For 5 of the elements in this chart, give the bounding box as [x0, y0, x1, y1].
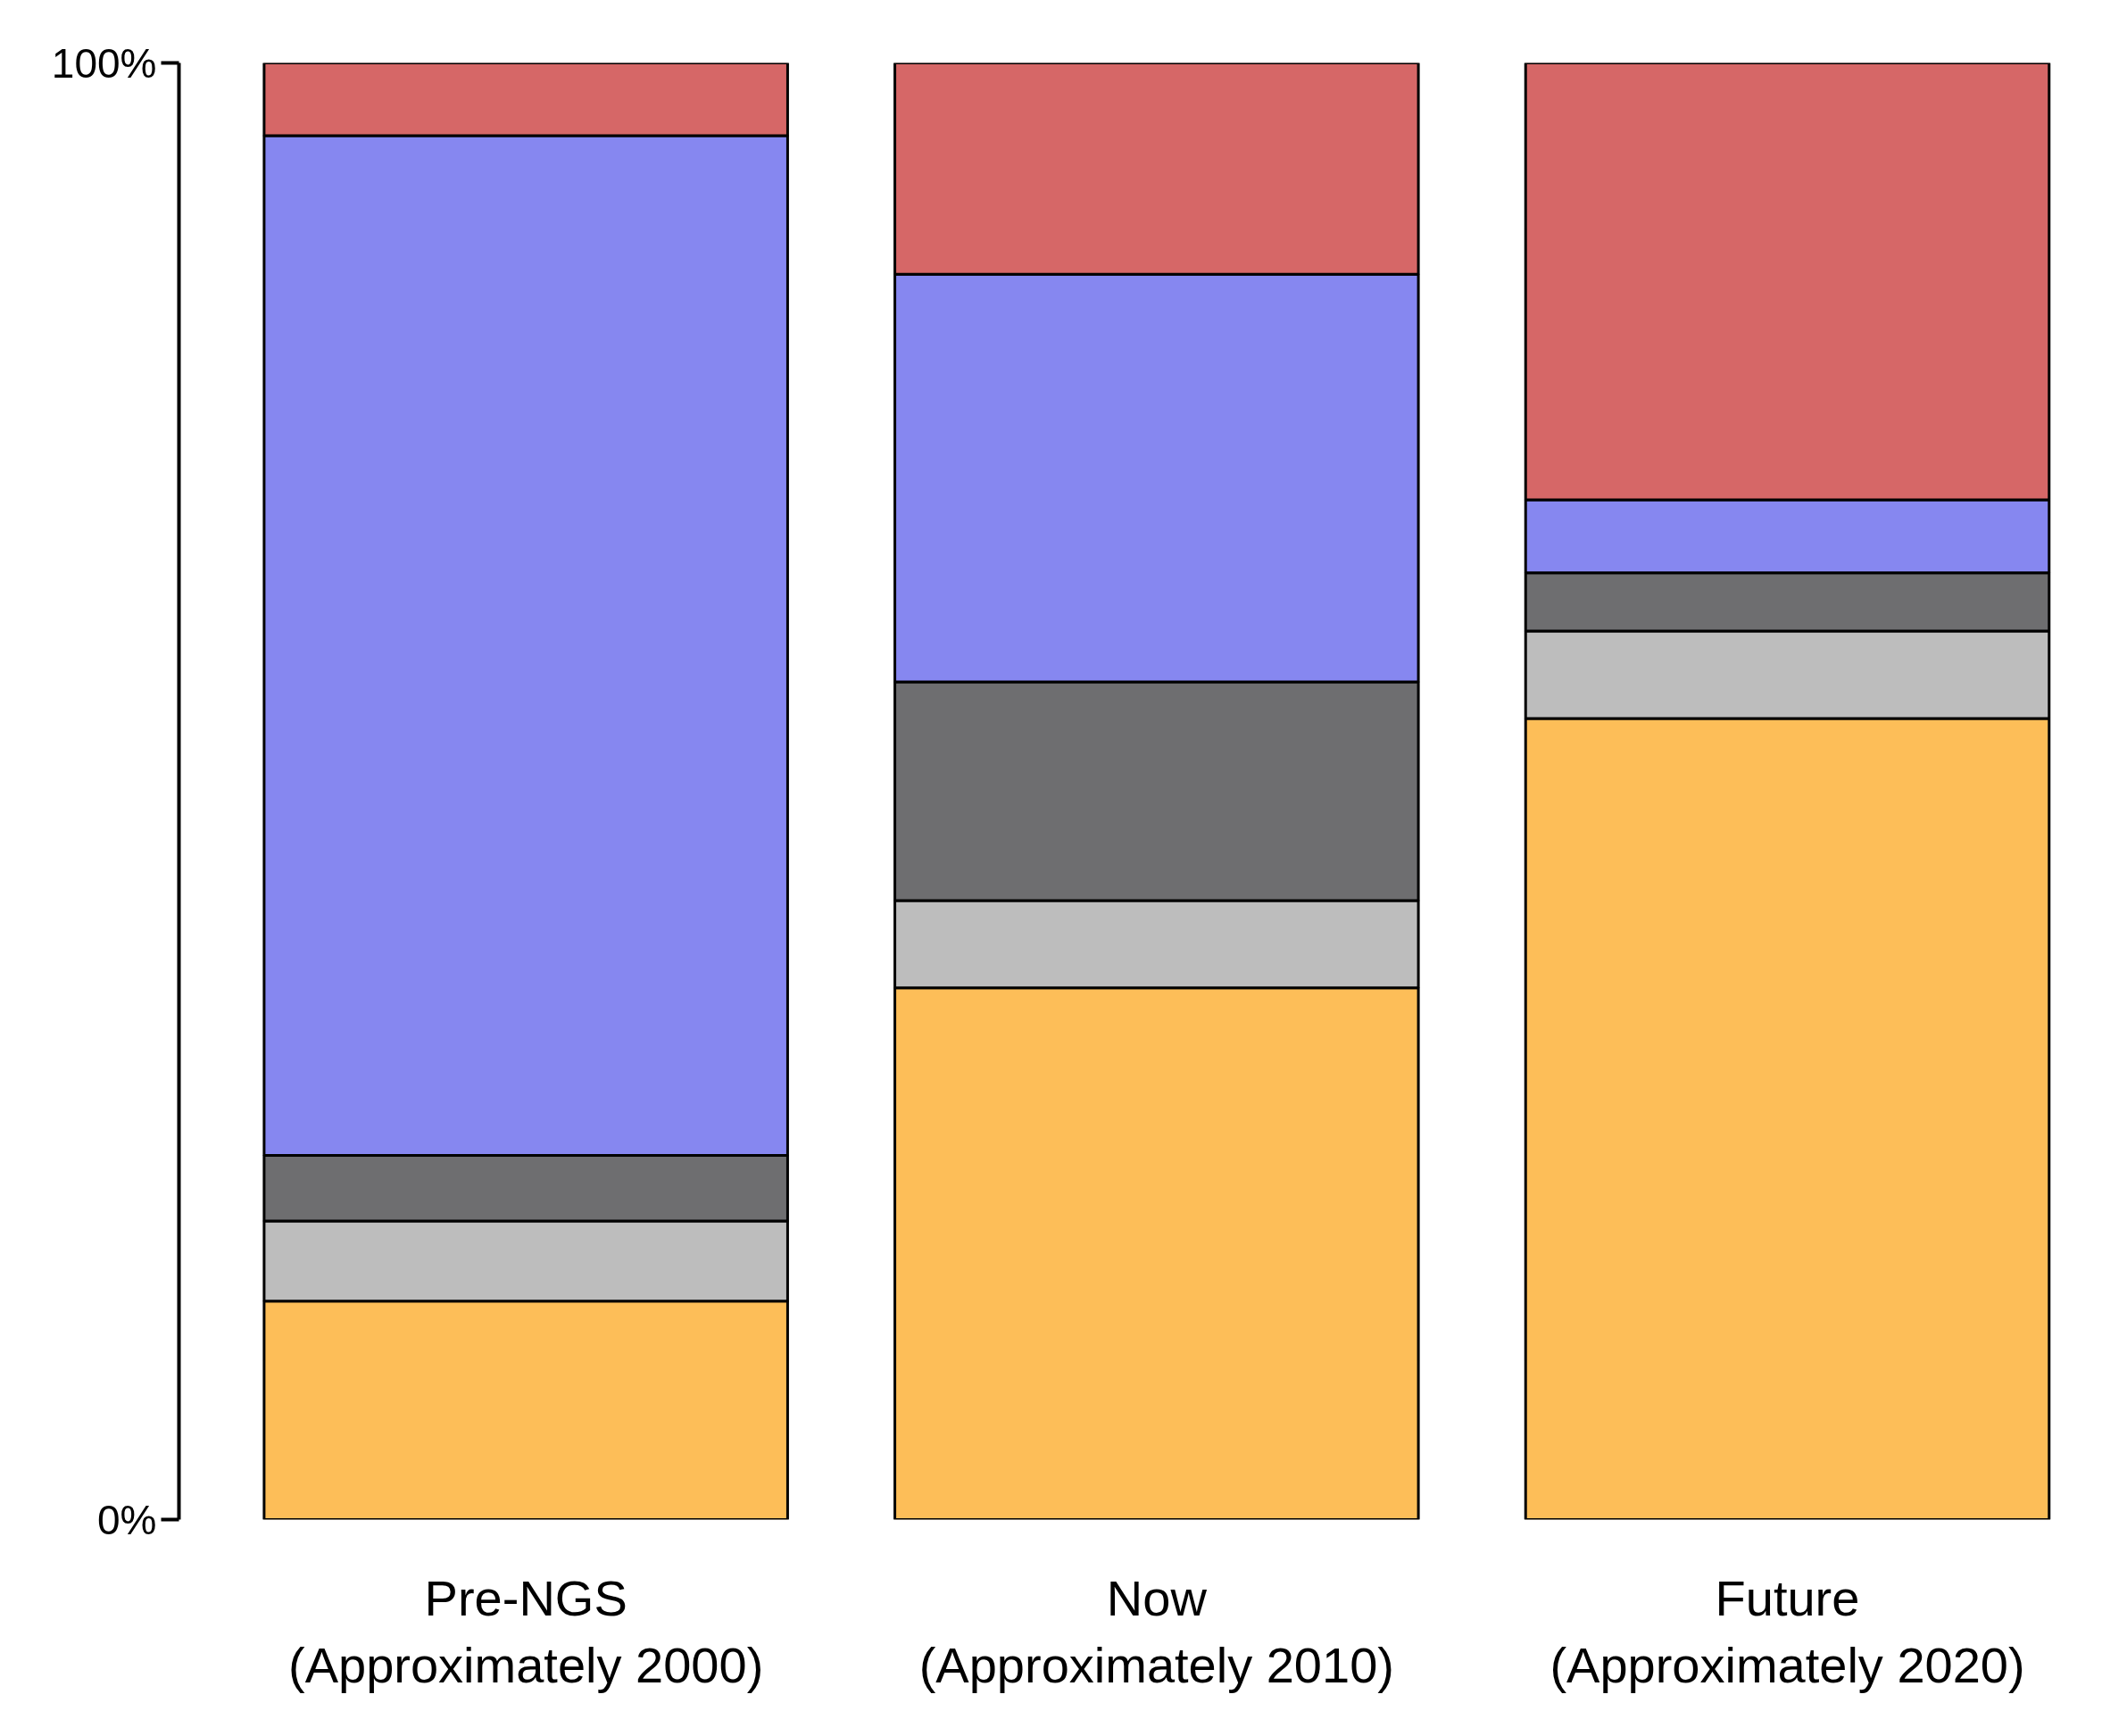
- y-tick-label: 100%: [51, 39, 157, 87]
- y-tick-label: 0%: [97, 1496, 157, 1543]
- x-tick-label: Pre-NGS (Approximately 2000): [288, 1569, 764, 1694]
- x-tick-label: Now (Approximately 2010): [918, 1569, 1394, 1694]
- x-tick-label: Future (Approximately 2020): [1550, 1569, 2025, 1694]
